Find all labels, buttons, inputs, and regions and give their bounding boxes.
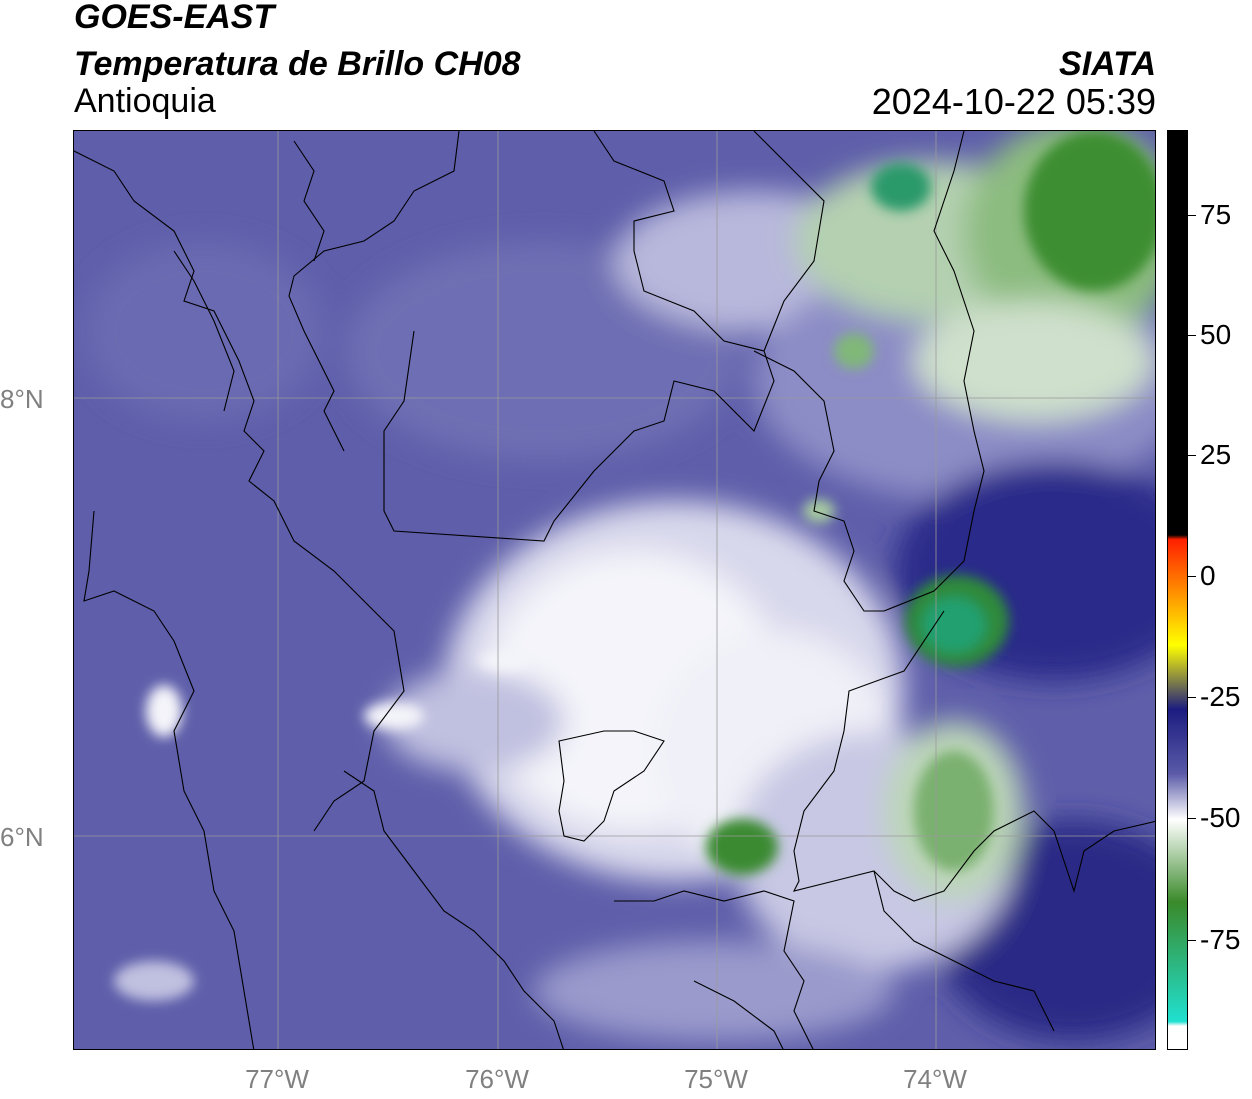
lon-label-77w: 77°W (245, 1064, 309, 1094)
colorbar-tick (1188, 697, 1196, 698)
colorbar-label-minus75: -75 (1200, 924, 1241, 955)
brightness-temperature-map (73, 130, 1156, 1050)
lon-label-76w: 76°W (465, 1064, 529, 1094)
lat-label-8n: 8°N (0, 384, 44, 414)
product-title: Temperatura de Brillo CH08 (74, 45, 521, 83)
organization-label: SIATA (1059, 45, 1156, 83)
colorbar-label-0: 0 (1200, 560, 1216, 591)
lat-label-6n: 6°N (0, 822, 44, 852)
region-label: Antioquia (74, 82, 216, 120)
boundaries (74, 131, 1155, 1049)
colorbar-tick (1188, 818, 1196, 819)
colorbar (1167, 130, 1188, 1050)
lon-label-75w: 75°W (684, 1064, 748, 1094)
colorbar-tick (1188, 335, 1196, 336)
lon-label-74w: 74°W (903, 1064, 967, 1094)
graticule (74, 131, 1155, 1049)
colorbar-label-50: 50 (1200, 319, 1232, 350)
temperature-field (84, 131, 1155, 1041)
satellite-title: GOES-EAST (74, 0, 275, 36)
colorbar-tick (1188, 455, 1196, 456)
colorbar-label-minus50: -50 (1200, 802, 1241, 833)
colorbar-label-75: 75 (1200, 199, 1232, 230)
timestamp-label: 2024-10-22 05:39 (871, 81, 1156, 122)
colorbar-label-25: 25 (1200, 439, 1232, 470)
colorbar-tick (1188, 576, 1196, 577)
colorbar-tick (1188, 215, 1196, 216)
colorbar-tick (1188, 940, 1196, 941)
colorbar-label-minus25: -25 (1200, 681, 1241, 712)
cold-cloud-tops (114, 131, 1155, 1001)
